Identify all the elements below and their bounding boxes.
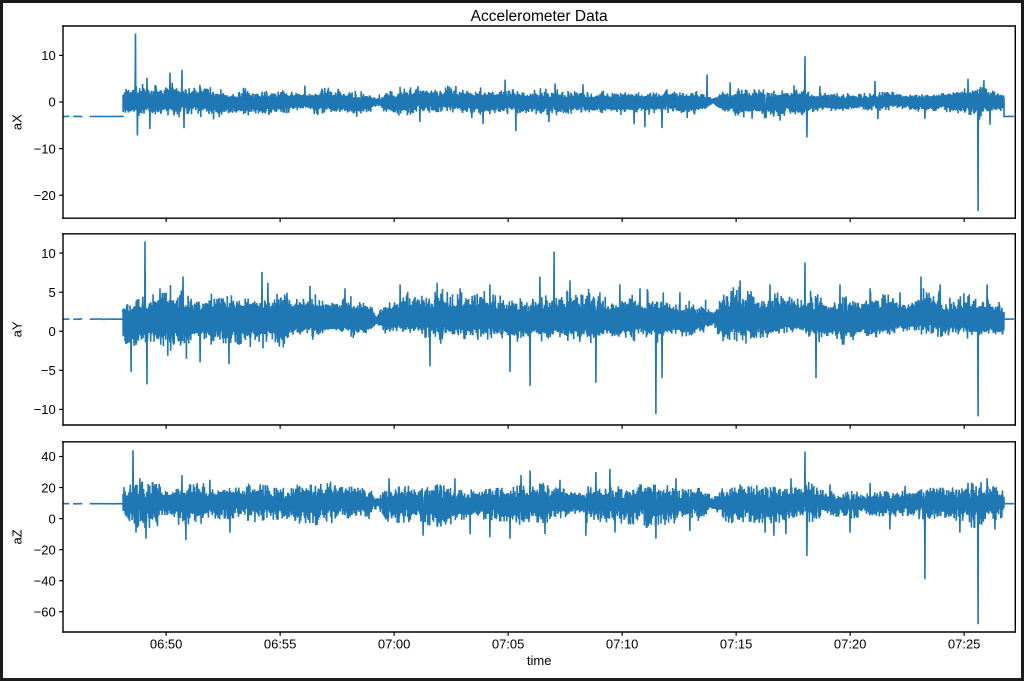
svg-text:07:10: 07:10: [606, 637, 639, 652]
svg-text:06:55: 06:55: [264, 637, 297, 652]
svg-text:−10: −10: [34, 402, 56, 417]
svg-text:−10: −10: [34, 141, 56, 156]
svg-text:06:50: 06:50: [150, 637, 183, 652]
svg-text:−5: −5: [41, 363, 56, 378]
svg-text:−20: −20: [34, 188, 56, 203]
svg-text:0: 0: [48, 511, 55, 526]
svg-text:40: 40: [41, 449, 55, 464]
svg-text:10: 10: [41, 48, 55, 63]
svg-text:07:05: 07:05: [492, 637, 525, 652]
svg-text:07:25: 07:25: [948, 637, 981, 652]
svg-text:07:20: 07:20: [834, 637, 867, 652]
svg-text:0: 0: [48, 95, 55, 110]
svg-text:−20: −20: [34, 542, 56, 557]
svg-text:07:00: 07:00: [378, 637, 411, 652]
svg-text:0: 0: [48, 324, 55, 339]
svg-text:5: 5: [48, 285, 55, 300]
svg-text:aX: aX: [10, 114, 25, 130]
svg-text:aY: aY: [10, 321, 25, 337]
svg-text:−40: −40: [34, 573, 56, 588]
svg-text:07:15: 07:15: [720, 637, 753, 652]
svg-text:−60: −60: [34, 604, 56, 619]
svg-text:Accelerometer Data: Accelerometer Data: [471, 8, 608, 25]
svg-text:20: 20: [41, 480, 55, 495]
svg-text:10: 10: [41, 246, 55, 261]
svg-text:aZ: aZ: [10, 529, 25, 544]
svg-text:time: time: [527, 653, 552, 668]
